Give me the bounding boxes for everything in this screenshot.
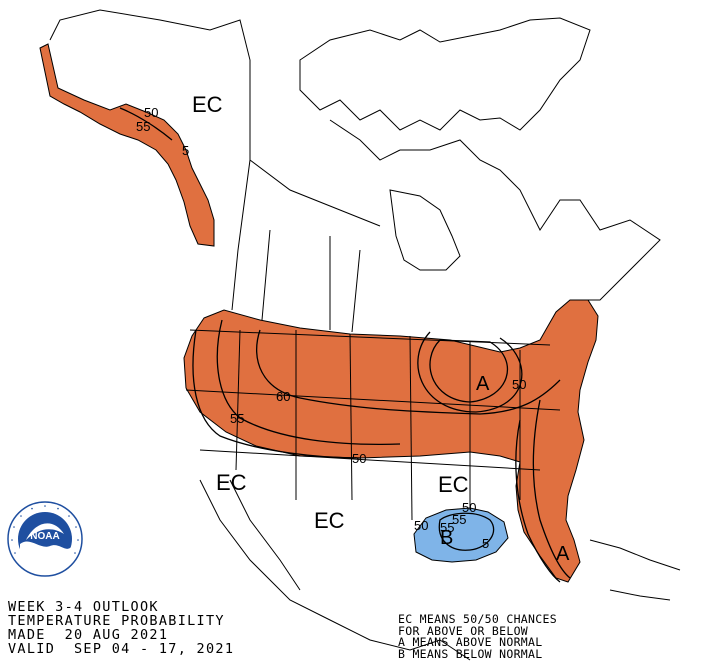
contour-label: 5 (182, 143, 189, 158)
contour-50-glakes (417, 331, 523, 413)
region-letter-above-florida: A (556, 543, 570, 565)
contour-label: 55 (136, 119, 150, 134)
caption-line-valid: VALID SEP 04 - 17, 2021 (8, 641, 235, 657)
probability-contours (119, 107, 571, 583)
legend-notes: EC MEANS 50/50 CHANCES FOR ABOVE OR BELO… (398, 612, 557, 661)
ec-label-texas: EC (314, 508, 345, 533)
legend-note: B MEANS BELOW NORMAL (398, 646, 543, 661)
legend-note: A MEANS ABOVE NORMAL (398, 635, 543, 649)
contour-55-east (532, 399, 571, 579)
contour-60 (256, 329, 561, 415)
contour-label: 55 (452, 512, 466, 527)
region-letter-above-great-lakes: A (476, 373, 490, 395)
ec-label-southwest: EC (216, 470, 247, 495)
contour-55-west (216, 319, 401, 445)
legend-note: FOR ABOVE OR BELOW (398, 623, 529, 638)
contour-55-alaska (119, 107, 173, 141)
contour-label: 50 (462, 500, 476, 515)
contour-label: 55 (440, 520, 454, 535)
contour-label: 5 (482, 536, 489, 551)
contour-label: 60 (276, 389, 290, 404)
caption-line-title: WEEK 3-4 OUTLOOK (8, 599, 159, 615)
region-letter-below-gulf: B (440, 527, 453, 549)
contour-50-east (515, 419, 561, 583)
noaa-logo: NOAA (7, 501, 83, 577)
contour-label: 50 (352, 451, 366, 466)
above-region-conus (183, 299, 599, 583)
ec-label-alaska: EC (192, 92, 223, 117)
below-region-gulf (413, 507, 509, 563)
caption-line-variable: TEMPERATURE PROBABILITY (8, 613, 225, 629)
contour-label: 50 (414, 518, 428, 533)
ec-label-southeast: EC (438, 472, 469, 497)
above-region-alaska-coast (39, 43, 215, 247)
contour-50-west (192, 329, 361, 459)
above-normal-regions (39, 43, 599, 583)
contour-label: 50 (144, 105, 158, 120)
caption-left: WEEK 3-4 OUTLOOK TEMPERATURE PROBABILITY… (8, 600, 234, 656)
caption-line-made: MADE 20 AUG 2021 (8, 627, 169, 643)
logo-text: NOAA (30, 531, 59, 542)
contour-label: 50 (512, 377, 526, 392)
legend-note: EC MEANS 50/50 CHANCES (398, 612, 557, 626)
contour-label: 55 (230, 411, 244, 426)
logo-ring-text-icon (11, 505, 79, 554)
contour-55-gulf (438, 512, 495, 551)
contour-55-glakes (429, 339, 508, 403)
geography-outlines (49, 9, 681, 661)
